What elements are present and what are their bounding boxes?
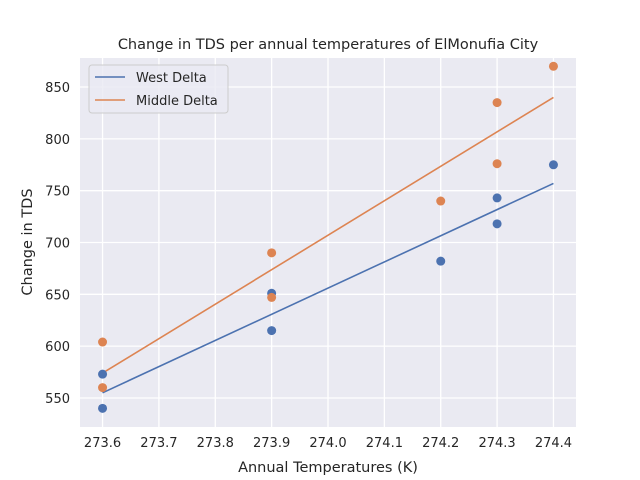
x-tick-label: 274.3 [478,436,515,451]
y-tick-label: 700 [45,237,70,252]
y-tick-label: 650 [45,288,70,303]
x-axis-ticks: 273.6 273.7 273.8 273.9 274.0 274.1 274.2 274.3… [84,436,572,451]
fit-lines [102,96,554,394]
x-tick-label: 273.7 [140,436,177,451]
legend-label-middle-delta: Middle Delta [136,94,218,109]
grid [80,58,576,427]
y-tick-label: 850 [45,81,70,96]
chart-title: Change in TDS per annual temperatures of… [118,37,539,53]
point-middle-delta [436,196,446,206]
y-tick-label: 750 [45,185,70,200]
legend-label-west-delta: West Delta [136,71,207,86]
point-middle-delta [98,337,108,347]
y-tick-label: 800 [45,133,70,148]
fit-line-west-delta [102,182,554,394]
point-west-delta [492,219,502,229]
x-axis-label: Annual Temperatures (K) [238,460,418,476]
y-axis-ticks: 550 600 650 700 750 800 850 [45,81,70,407]
x-tick-label: 274.0 [309,436,346,451]
point-middle-delta [267,248,277,258]
y-axis-label: Change in TDS [20,188,36,295]
point-west-delta [492,193,502,203]
x-tick-label: 273.9 [253,436,290,451]
x-tick-label: 274.1 [366,436,403,451]
x-tick-label: 274.2 [422,436,459,451]
point-middle-delta [492,98,502,108]
x-tick-label: 273.8 [197,436,234,451]
x-tick-label: 274.4 [535,436,572,451]
point-west-delta [548,160,558,170]
data-points [98,61,558,413]
legend: West Delta Middle Delta [88,64,229,114]
point-middle-delta [548,61,558,71]
point-middle-delta [267,292,277,302]
point-middle-delta [98,383,108,393]
point-west-delta [98,369,108,379]
point-middle-delta [492,159,502,169]
fit-line-middle-delta [102,96,554,374]
x-tick-label: 273.6 [84,436,121,451]
y-tick-label: 550 [45,392,70,407]
point-west-delta [98,403,108,413]
point-west-delta [436,256,446,266]
y-tick-label: 600 [45,340,70,355]
point-west-delta [267,326,277,336]
